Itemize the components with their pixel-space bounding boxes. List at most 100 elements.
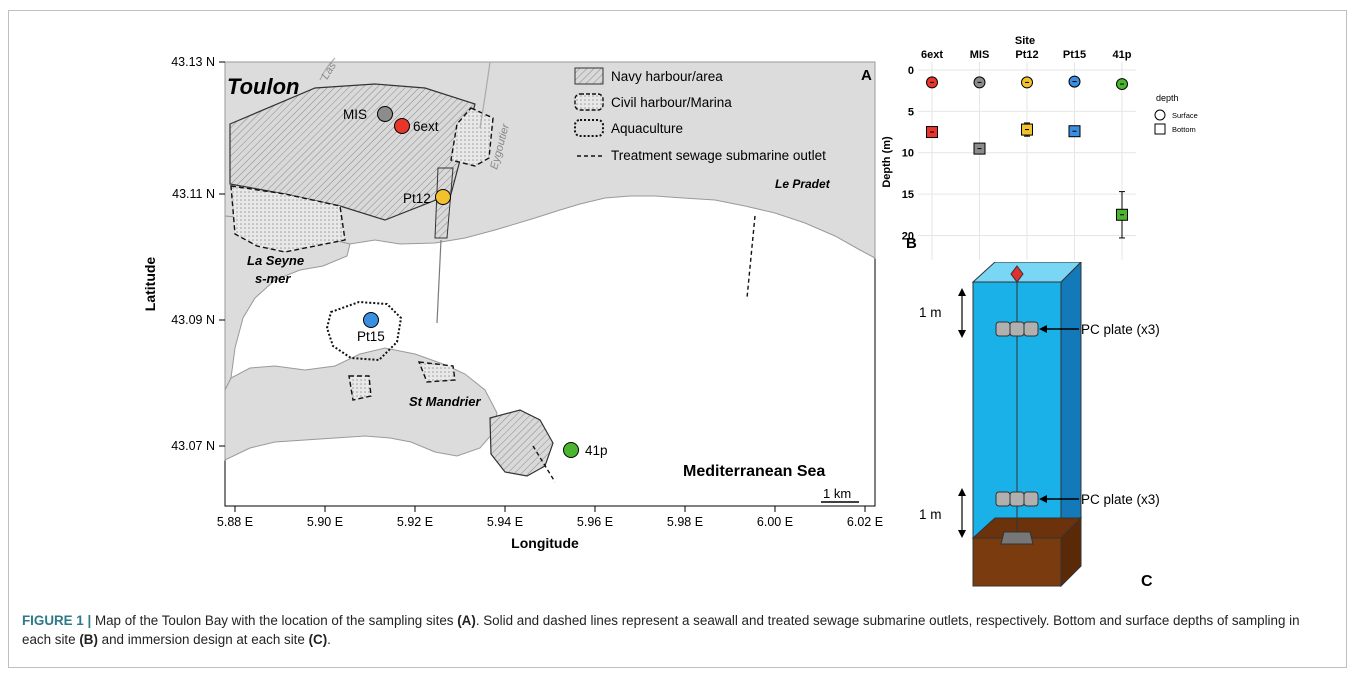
pc-plate: [995, 491, 1011, 507]
place-le-pradet: Le Pradet: [775, 177, 831, 191]
map-y-tick-label: 43.09 N: [171, 313, 215, 327]
legend-bottom-icon: [1154, 123, 1166, 135]
chart-title: Site: [1015, 35, 1035, 47]
sediment-front: [972, 537, 1062, 587]
pc-plate: [995, 321, 1011, 337]
water-side: [1060, 262, 1082, 540]
map-x-tick-label: 5.96 E: [577, 515, 613, 529]
panel-label-a: A: [861, 67, 872, 84]
chart-x-axis: 6ext MIS Pt12 Pt15 41p: [921, 49, 1132, 61]
place-la-seyne: La Seyne: [247, 253, 304, 268]
legend-bottom: Bottom: [1172, 125, 1196, 134]
pc-plate: [1023, 321, 1039, 337]
legend-surface-icon: [1154, 109, 1166, 121]
legend-sewage: Treatment sewage submarine outlet: [611, 148, 826, 163]
chart-y-label: Depth (m): [881, 136, 893, 188]
plate-group-bottom: [995, 491, 1039, 507]
legend-navy-swatch: [574, 67, 604, 85]
map-y-tick-label: 43.13 N: [171, 55, 215, 69]
sewage-outlet-2: [532, 445, 556, 483]
map-y-tick-label: 43.07 N: [171, 439, 215, 453]
map-x-tick-label: 6.00 E: [757, 515, 793, 529]
place-toulon: Toulon: [227, 74, 300, 99]
site-label-41p: 41p: [585, 443, 608, 458]
site-marker-41p: [563, 442, 579, 458]
map-x-tick-label: 5.88 E: [217, 515, 253, 529]
chart-y-tick-label: 10: [902, 148, 914, 160]
map-y-tick-label: 43.11 N: [172, 187, 215, 201]
dim-arrow: [958, 330, 966, 338]
dim-arrow: [958, 288, 966, 296]
map-x-tick-label: 5.92 E: [397, 515, 433, 529]
chart-marks: [926, 75, 1128, 239]
panel-label-c: C: [1141, 573, 1153, 590]
site-label-pt15: Pt15: [357, 329, 385, 344]
legend-aquaculture: Aquaculture: [611, 121, 683, 136]
place-sea: Mediterranean Sea: [683, 463, 825, 480]
plate-group-top: [995, 321, 1039, 337]
site-marker-6ext: [394, 118, 410, 134]
chart-x-tick-label: Pt15: [1063, 49, 1086, 61]
pc-plate: [1009, 321, 1025, 337]
chart-x-tick-label: Pt12: [1015, 49, 1038, 61]
map-x-label: Longitude: [511, 535, 579, 551]
map-y-axis: 43.13 N 43.11 N 43.09 N 43.07 N: [171, 55, 225, 453]
buoy-icon: [1010, 265, 1024, 283]
site-marker-pt15: [363, 312, 379, 328]
map-panel: 5.88 E 5.90 E 5.92 E 5.94 E 5.96 E 5.98 E 6.00…: [142, 55, 883, 551]
chart-y-tick-label: 15: [902, 189, 914, 201]
civil-marina-1: [417, 361, 456, 383]
chart-grid: [918, 62, 1136, 260]
chart-y-tick-label: 0: [908, 65, 914, 77]
chart-y-axis: 0 5 10 15 20: [902, 65, 914, 242]
caption-text-4: .: [327, 632, 331, 647]
legend-title: depth: [1156, 93, 1179, 103]
chart-legend: depth Surface Bottom: [1154, 93, 1198, 135]
panel-label-b: B: [906, 235, 917, 252]
legend-civil-swatch: [574, 93, 604, 111]
civil-harbour-east: [450, 107, 494, 167]
map-x-tick-label: 5.94 E: [487, 515, 523, 529]
anchor-weight: [1000, 531, 1034, 545]
chart-y-tick-label: 5: [908, 106, 914, 118]
civil-harbour-west: [230, 185, 346, 253]
caption-text-1: Map of the Toulon Bay with the location …: [91, 613, 458, 628]
figure-frame: [8, 10, 1347, 668]
legend-surface: Surface: [1172, 111, 1198, 120]
map-legend: Navy harbour/area Civil harbour/Marina A…: [574, 67, 826, 163]
map-x-tick-label: 5.90 E: [307, 515, 343, 529]
caption-ref-c: (C): [308, 632, 328, 647]
site-label-6ext: 6ext: [413, 119, 439, 134]
caption-ref-a: (A): [457, 613, 476, 628]
plate-label-top: PC plate (x3): [1081, 322, 1160, 337]
depth-chart: 6ext MIS Pt12 Pt15 41p 0 5 10 15 20 Site Depth (…: [881, 35, 1198, 260]
chart-x-tick-label: 6ext: [921, 49, 943, 61]
site-marker-pt12: [435, 189, 451, 205]
caption-ref-b: (B): [79, 632, 98, 647]
caption-figure-number: FIGURE 1 |: [22, 613, 92, 628]
site-label-pt12: Pt12: [403, 191, 431, 206]
dim-arrow: [958, 530, 966, 538]
site-marker-mis: [377, 106, 393, 122]
map-x-tick-label: 6.02 E: [847, 515, 883, 529]
place-st-mandrier: St Mandrier: [409, 394, 481, 409]
legend-navy: Navy harbour/area: [611, 69, 723, 84]
civil-marina-2: [348, 375, 372, 401]
map-x-tick-label: 5.98 E: [667, 515, 703, 529]
scale-bar-label: 1 km: [823, 486, 851, 501]
chart-y-tick-label: 20: [902, 230, 914, 242]
site-label-mis: MIS: [343, 107, 367, 122]
distance-top: 1 m: [919, 305, 942, 320]
caption-text-2: . Solid and dashed lines represent a sea…: [22, 613, 1300, 647]
legend-civil: Civil harbour/Marina: [611, 95, 732, 110]
chart-x-tick-label: 41p: [1113, 49, 1132, 61]
dim-arrow: [958, 488, 966, 496]
immersion-design: PC plate (x3) PC plate (x3) 1 m 1 m C: [919, 262, 1160, 590]
plate-label-bottom: PC plate (x3): [1081, 492, 1160, 507]
river-las: [319, 57, 336, 81]
legend-aquaculture-swatch: [574, 119, 604, 137]
map-y-label: Latitude: [142, 257, 158, 312]
arrowhead-bottom: [1039, 495, 1047, 503]
water-surface: [971, 262, 1082, 283]
pc-plate: [1023, 491, 1039, 507]
